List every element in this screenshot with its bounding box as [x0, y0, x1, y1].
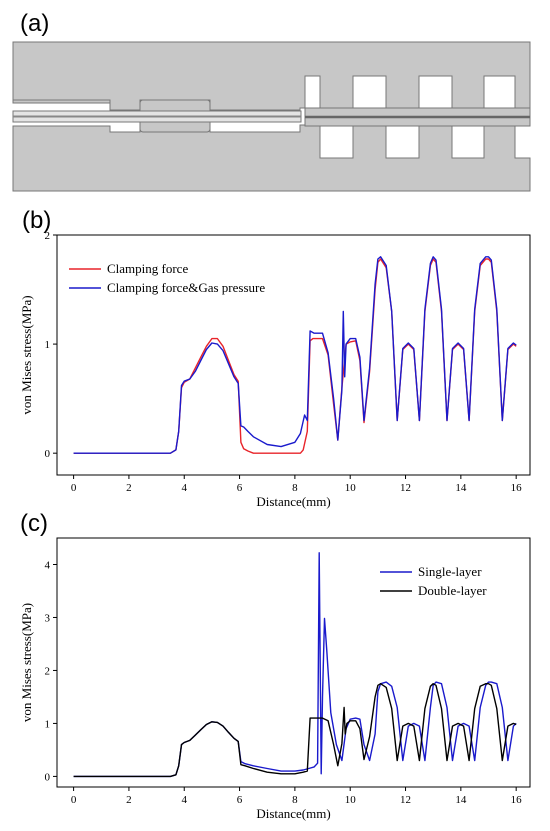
- y-tick-label: 1: [45, 339, 51, 351]
- x-tick-label: 14: [455, 482, 467, 494]
- plot-frame: [56, 537, 531, 788]
- y-tick-label: 1: [45, 718, 51, 730]
- x-tick-label: 6: [237, 794, 243, 806]
- x-tick-label: 12: [400, 794, 411, 806]
- x-tick-label: 10: [345, 794, 357, 806]
- x-tick-label: 12: [400, 482, 411, 494]
- x-tick-label: 2: [126, 794, 132, 806]
- y-tick-label: 2: [45, 230, 51, 242]
- y-tick-label: 0: [45, 771, 51, 783]
- die-cross-section: [12, 41, 531, 192]
- legend-label-1: Clamping force: [107, 261, 188, 276]
- x-tick-label: 10: [345, 482, 357, 494]
- panel-label-b: (b): [22, 207, 51, 234]
- upper-die-body: [12, 41, 531, 111]
- x-tick-label: 16: [511, 794, 523, 806]
- x-axis-label: Distance(mm): [256, 494, 330, 509]
- y-tick-label: 4: [45, 559, 51, 571]
- x-tick-label: 2: [126, 482, 132, 494]
- x-tick-label: 8: [292, 794, 298, 806]
- series-line-2: [73, 256, 517, 454]
- y-axis-label: von Mises stress(MPa): [19, 603, 34, 722]
- legend-label-2: Clamping force&Gas pressure: [107, 280, 265, 295]
- plot-frame: [56, 234, 531, 476]
- x-tick-label: 6: [237, 482, 243, 494]
- x-tick-label: 4: [181, 482, 187, 494]
- x-tick-label: 8: [292, 482, 298, 494]
- y-axis-label: von Mises stress(MPa): [19, 295, 34, 414]
- x-tick-label: 16: [511, 482, 523, 494]
- x-tick-label: 4: [181, 794, 187, 806]
- legend-label-1: Single-layer: [418, 564, 482, 579]
- x-tick-label: 0: [71, 794, 77, 806]
- x-tick-label: 0: [71, 482, 77, 494]
- x-tick-label: 14: [455, 794, 467, 806]
- legend-label-2: Double-layer: [418, 583, 487, 598]
- panel-label-a: (a): [20, 10, 49, 37]
- series-line-1: [73, 258, 517, 454]
- y-tick-label: 2: [45, 665, 51, 677]
- y-tick-label: 3: [45, 612, 51, 624]
- panel-label-c: (c): [20, 510, 48, 537]
- lower-die-body: [12, 121, 531, 192]
- series-line-2: [73, 683, 517, 778]
- y-tick-label: 0: [45, 448, 51, 460]
- x-axis-label: Distance(mm): [256, 806, 330, 821]
